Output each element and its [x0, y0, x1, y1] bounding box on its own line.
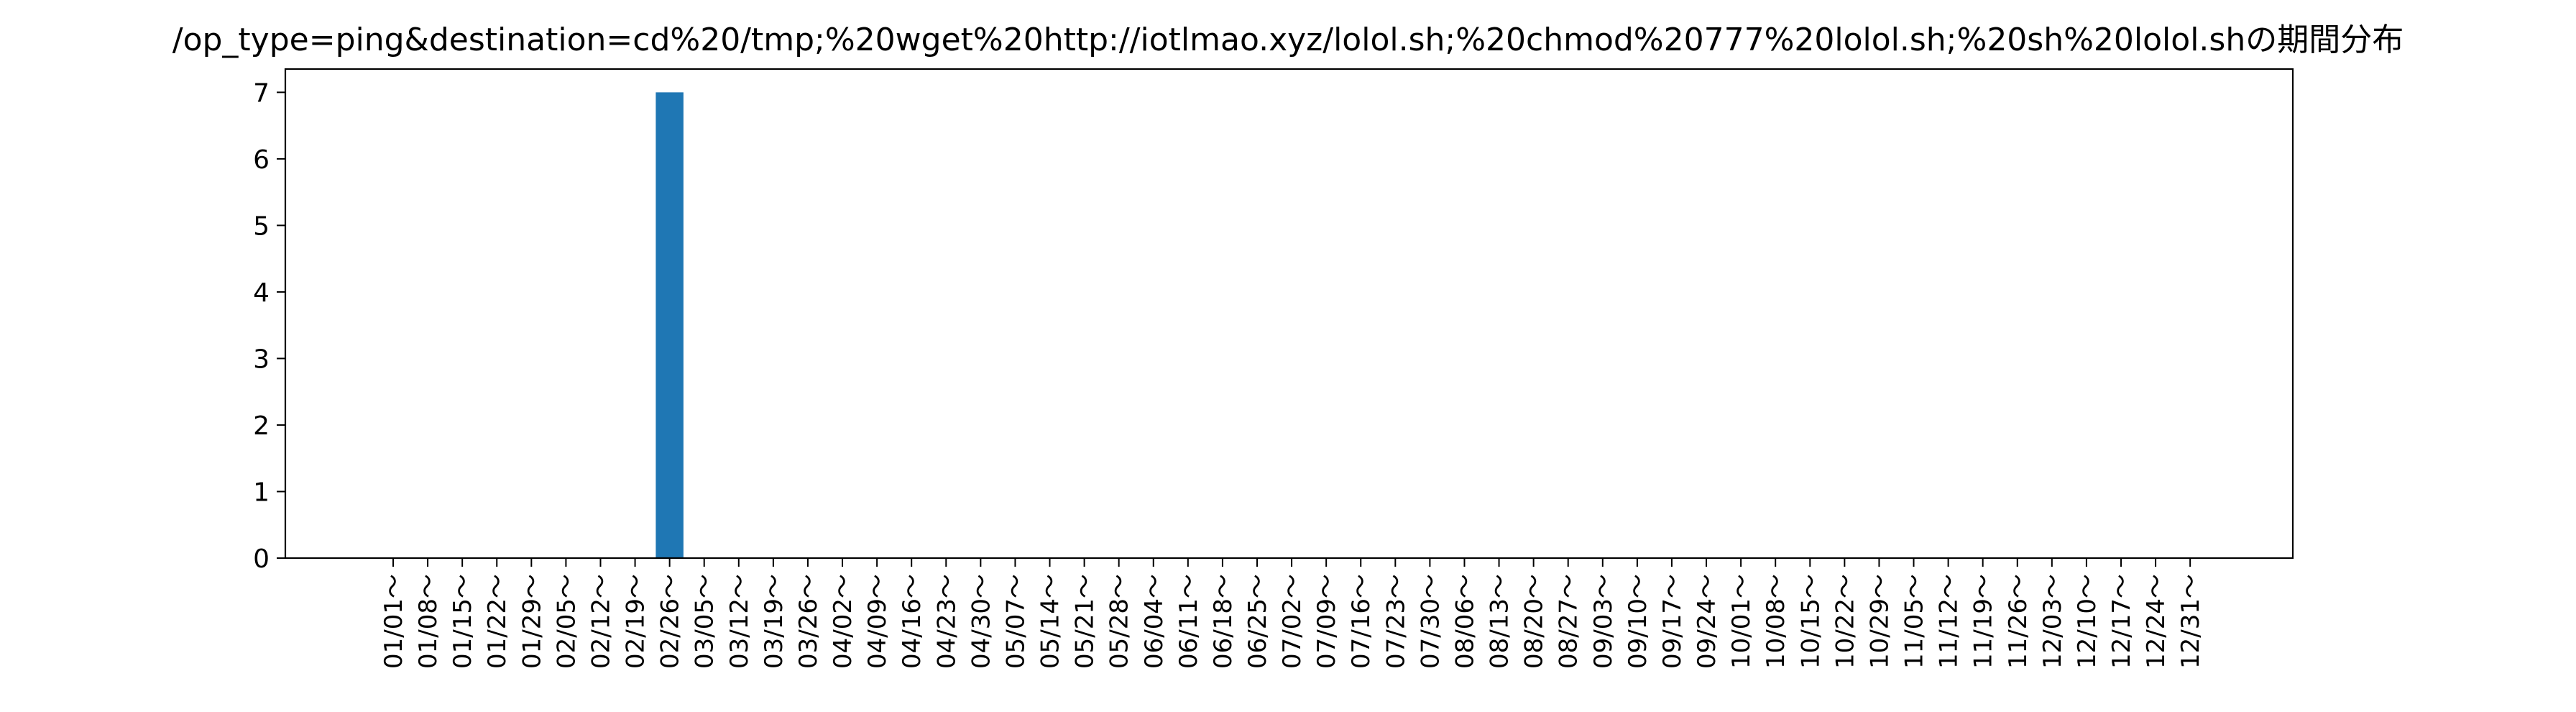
x-tick-label: 06/18～: [1209, 574, 1238, 669]
x-tick-label: 07/30～: [1416, 574, 1445, 669]
y-tick-label: 7: [253, 78, 270, 108]
x-tick-label: 01/01～: [380, 574, 408, 669]
x-tick-label: 08/27～: [1555, 574, 1583, 669]
x-tick-label: 02/19～: [622, 574, 650, 669]
plot-frame: [284, 68, 2294, 560]
x-tick-label: 06/11～: [1174, 574, 1203, 669]
x-tick-label: 05/21～: [1071, 574, 1100, 669]
bar: [656, 92, 684, 558]
x-tick-label: 11/12～: [1935, 574, 1964, 669]
y-tick-label: 1: [253, 478, 270, 507]
x-tick-label: 08/20～: [1520, 574, 1549, 669]
x-tick-label: 07/02～: [1278, 574, 1307, 669]
x-tick-label: 04/02～: [829, 574, 857, 669]
x-tick-label: 12/10～: [2073, 574, 2102, 669]
x-tick-label: 11/19～: [1969, 574, 1998, 669]
x-tick-label: 11/05～: [1900, 574, 1929, 669]
y-tick-label: 0: [253, 544, 270, 574]
x-tick-label: 12/03～: [2038, 574, 2067, 669]
x-tick-label: 09/10～: [1624, 574, 1652, 669]
x-tick-label: 12/17～: [2107, 574, 2136, 669]
y-tick-label: 5: [253, 211, 270, 241]
x-tick-label: 03/12～: [725, 574, 754, 669]
x-tick-label: 02/05～: [552, 574, 581, 669]
x-tick-label: 03/05～: [691, 574, 719, 669]
x-tick-label: 04/30～: [967, 574, 995, 669]
chart-title: /op_type=ping&destination=cd%20/tmp;%20w…: [172, 22, 2404, 58]
x-tick-label: 04/16～: [898, 574, 926, 669]
x-tick-label: 01/22～: [483, 574, 512, 669]
x-tick-label: 07/23～: [1381, 574, 1410, 669]
x-tick-label: 08/13～: [1486, 574, 1514, 669]
x-tick-label: 01/08～: [414, 574, 443, 669]
x-tick-label: 01/29～: [518, 574, 546, 669]
bars-group: [656, 92, 684, 558]
y-tick-label: 3: [253, 344, 270, 374]
x-tick-label: 02/26～: [656, 574, 685, 669]
x-tick-label: 09/24～: [1693, 574, 1721, 669]
x-axis: 01/01～ 01/08～ 01/15～ 01/22～ 01/29～ 02/05～ 02/1…: [380, 558, 2205, 669]
x-tick-label: 09/17～: [1658, 574, 1687, 669]
x-tick-label: 04/23～: [932, 574, 961, 669]
x-tick-label: 07/09～: [1312, 574, 1341, 669]
x-tick-label: 02/12～: [586, 574, 615, 669]
x-tick-label: 12/24～: [2142, 574, 2171, 669]
y-tick-label: 4: [253, 278, 270, 308]
x-tick-label: 07/16～: [1347, 574, 1376, 669]
x-tick-label: 09/03～: [1589, 574, 1618, 669]
x-tick-label: 11/26～: [2004, 574, 2033, 669]
y-axis: 0 1 2 3 4 5 6 7: [253, 78, 285, 574]
x-tick-label: 10/01～: [1727, 574, 1756, 669]
x-tick-label: 10/08～: [1762, 574, 1790, 669]
x-tick-label: 06/25～: [1243, 574, 1272, 669]
x-tick-label: 04/09～: [863, 574, 892, 669]
y-tick-label: 2: [253, 411, 270, 441]
x-tick-label: 03/26～: [794, 574, 823, 669]
x-tick-label: 10/22～: [1831, 574, 1859, 669]
x-tick-label: 10/15～: [1796, 574, 1825, 669]
x-tick-label: 01/15～: [448, 574, 477, 669]
x-tick-label: 05/07～: [1001, 574, 1030, 669]
x-tick-label: 05/28～: [1105, 574, 1134, 669]
x-tick-label: 12/31～: [2176, 574, 2205, 669]
y-tick-label: 6: [253, 145, 270, 175]
x-tick-label: 05/14～: [1036, 574, 1065, 669]
x-tick-label: 03/19～: [760, 574, 788, 669]
x-tick-label: 06/04～: [1140, 574, 1169, 669]
x-tick-label: 08/06～: [1450, 574, 1479, 669]
x-tick-label: 10/29～: [1865, 574, 1894, 669]
